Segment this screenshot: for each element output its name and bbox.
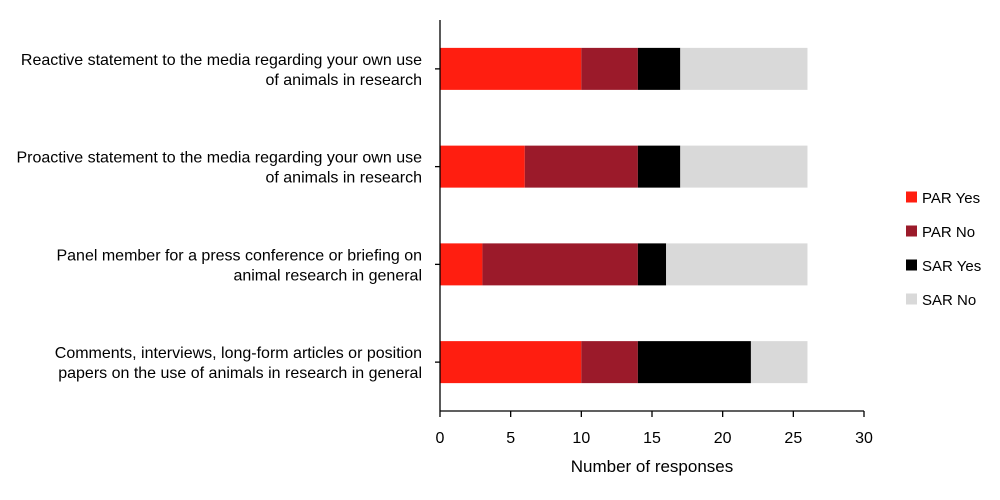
x-tick-label: 0 <box>436 430 445 447</box>
x-tick-labels: 0 5 10 15 20 25 30 <box>436 430 873 447</box>
category-label-line: Proactive statement to the media regardi… <box>16 150 422 167</box>
axes-layer <box>435 20 865 417</box>
x-tick-label: 5 <box>506 430 515 447</box>
legend-label-par-no: PAR No <box>922 224 975 241</box>
bar-segment-par-yes-4 <box>440 341 582 384</box>
category-label-line: Comments, interviews, long-form articles… <box>55 345 422 362</box>
bar-segment-sar-no-1 <box>680 47 808 90</box>
x-tick-label: 10 <box>572 430 590 447</box>
legend: PAR Yes PAR No SAR Yes SAR No <box>906 190 981 309</box>
legend-swatch-sar-yes <box>906 259 917 271</box>
category-label-4: Comments, interviews, long-form articles… <box>55 345 422 382</box>
bar-segment-par-no-3 <box>482 243 638 286</box>
bar-segment-par-no-1 <box>581 47 638 90</box>
legend-swatch-sar-no <box>906 293 917 305</box>
x-tick-label: 15 <box>643 430 661 447</box>
x-tick-label: 25 <box>784 430 802 447</box>
bar-segment-par-yes-3 <box>440 243 483 286</box>
legend-label-par-yes: PAR Yes <box>922 190 980 207</box>
category-label-line: papers on the use of animals in research… <box>58 365 422 382</box>
bars-layer <box>440 47 808 384</box>
bar-segment-sar-yes-4 <box>637 341 751 384</box>
category-label-line: Reactive statement to the media regardin… <box>21 52 422 69</box>
category-label-line: animal research in general <box>233 267 422 284</box>
bar-segment-sar-yes-3 <box>637 243 667 286</box>
category-label-line: of animals in research <box>265 72 422 89</box>
bar-segment-par-yes-2 <box>440 145 525 188</box>
bar-segment-sar-no-4 <box>750 341 808 384</box>
legend-label-sar-yes: SAR Yes <box>922 258 981 275</box>
category-label-line: Panel member for a press conference or b… <box>56 247 422 264</box>
category-label-1: Reactive statement to the media regardin… <box>21 52 422 89</box>
bar-segment-par-no-4 <box>581 341 638 384</box>
bar-segment-par-yes-1 <box>440 47 582 90</box>
category-labels: Reactive statement to the media regardin… <box>16 52 422 382</box>
bar-segment-par-no-2 <box>524 145 638 188</box>
legend-label-sar-no: SAR No <box>922 292 976 309</box>
x-tick-label: 30 <box>855 430 873 447</box>
legend-swatch-par-no <box>906 225 917 237</box>
x-axis-title: Number of responses <box>571 457 734 476</box>
bar-segment-sar-no-3 <box>666 243 808 286</box>
category-label-3: Panel member for a press conference or b… <box>56 247 422 284</box>
bar-segment-sar-yes-1 <box>637 47 681 90</box>
legend-swatch-par-yes <box>906 191 917 203</box>
bar-segment-sar-no-2 <box>680 145 808 188</box>
bar-segment-sar-yes-2 <box>637 145 681 188</box>
category-label-2: Proactive statement to the media regardi… <box>16 150 422 187</box>
x-tick-label: 20 <box>714 430 732 447</box>
category-label-line: of animals in research <box>265 170 422 187</box>
